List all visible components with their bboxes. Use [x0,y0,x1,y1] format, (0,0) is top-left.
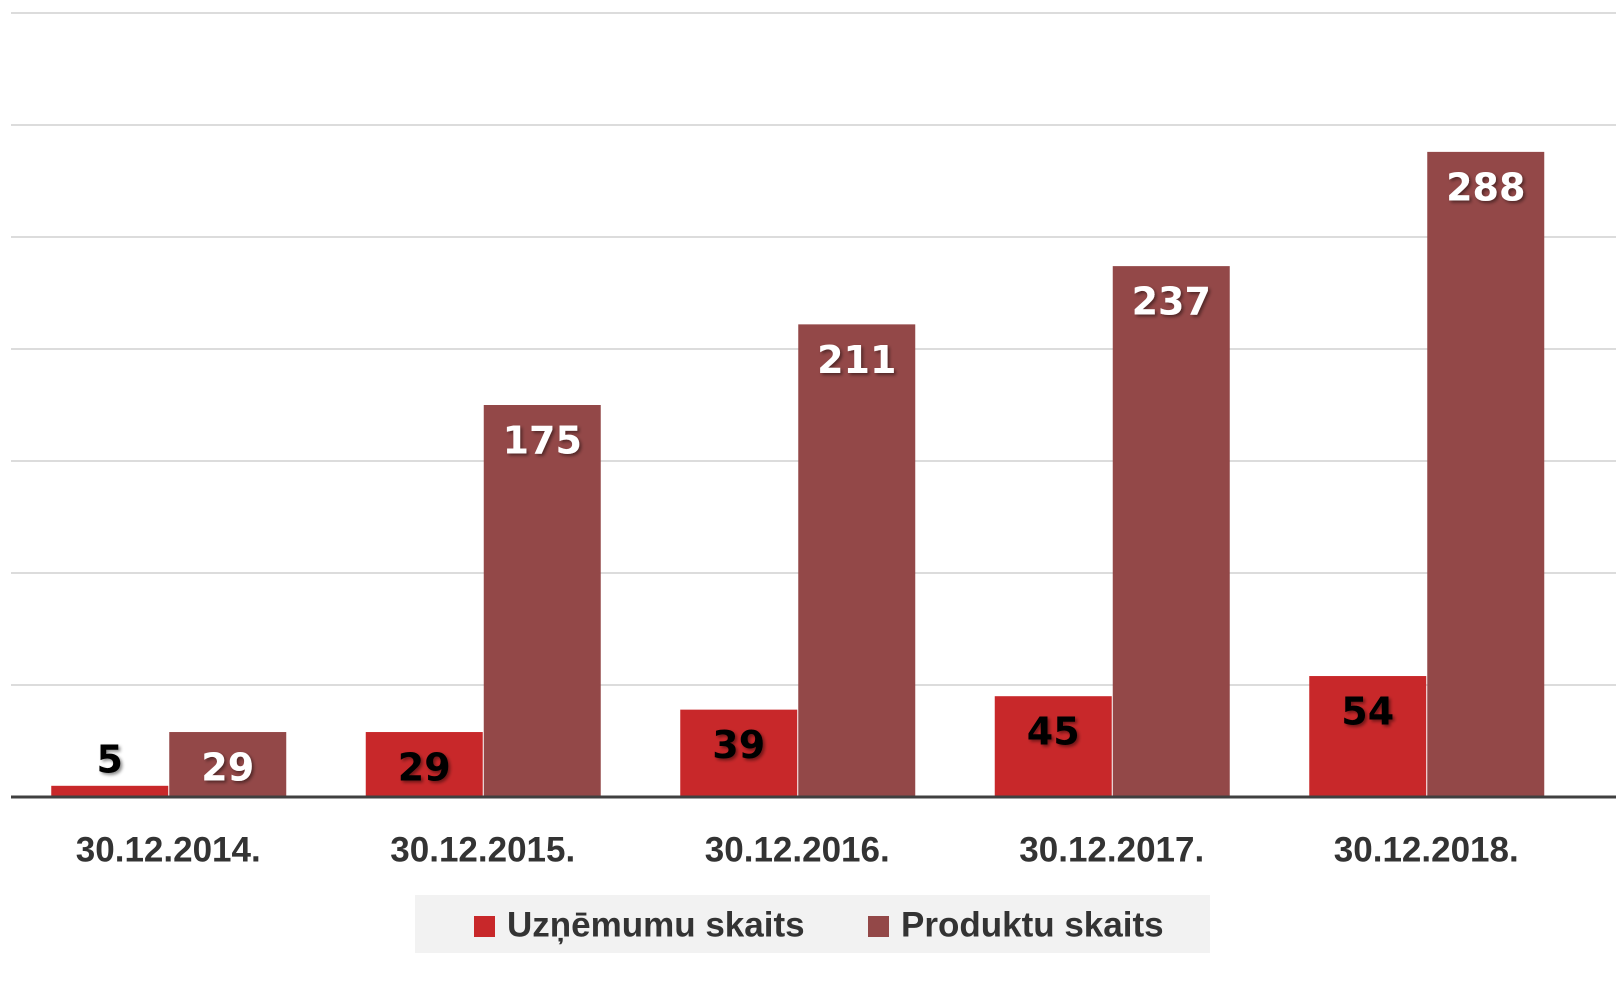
data-label: 45 [1027,710,1080,754]
bar [365,732,483,797]
bar [1309,676,1427,797]
x-tick-label: 30.12.2015. [390,830,575,869]
data-label: 175 [503,419,582,463]
legend-box [415,895,1210,953]
x-tick-label: 30.12.2014. [76,830,261,869]
legend-swatch [474,916,495,937]
data-label: 5 [97,737,123,781]
x-tick-label: 30.12.2017. [1019,830,1204,869]
legend-swatch [868,916,889,937]
data-label: 29 [201,746,254,790]
bar [1427,151,1545,797]
data-label: 237 [1132,280,1211,324]
data-label: 211 [817,338,896,382]
bar [169,732,287,797]
legend-label: Uzņēmumu skaits [507,905,805,944]
data-label: 29 [398,746,451,790]
data-label: 288 [1446,165,1525,209]
data-label: 39 [712,723,765,767]
x-tick-label: 30.12.2018. [1334,830,1519,869]
bar [483,405,601,797]
legend-label: Produktu skaits [901,905,1164,944]
bar [798,324,916,797]
bar [680,709,798,797]
bar [994,696,1112,797]
x-tick-label: 30.12.2016. [705,830,890,869]
bar [51,785,169,797]
data-label: 54 [1341,690,1394,734]
bar [1112,266,1230,797]
